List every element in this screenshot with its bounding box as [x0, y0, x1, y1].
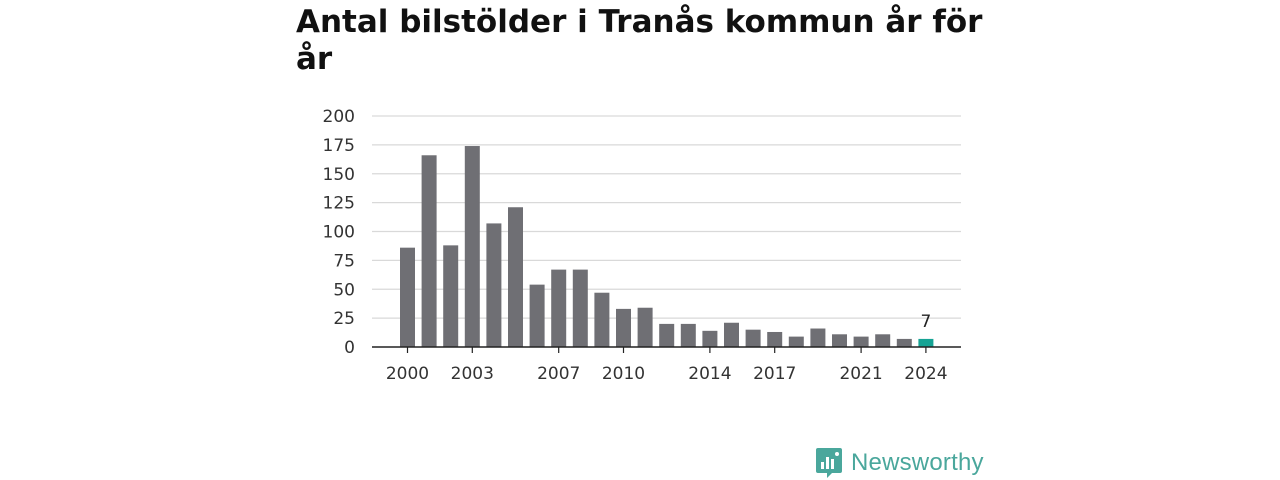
- data-label-2024: 7: [920, 312, 931, 332]
- bar-2019: [810, 328, 826, 347]
- bar-2013: [680, 323, 696, 347]
- bar-2011: [637, 307, 653, 347]
- x-tick-label-2021: 2021: [839, 364, 882, 384]
- x-tick-label-2000: 2000: [386, 364, 429, 384]
- bar-2016: [745, 329, 761, 347]
- gridlines: [372, 115, 961, 319]
- y-tick-label-175: 175: [323, 136, 355, 156]
- x-tick-label-2024: 2024: [904, 364, 947, 384]
- bar-2006: [529, 284, 545, 347]
- bar-2002: [443, 245, 459, 347]
- bar-2020: [832, 334, 847, 347]
- x-tick-label-2003: 2003: [451, 364, 494, 384]
- y-tick-label-50: 50: [333, 280, 355, 300]
- chart-title: Antal bilstölder i Tranås kommun år för …: [296, 4, 983, 77]
- data-labels: 7: [920, 312, 931, 332]
- bar-2000: [400, 247, 415, 347]
- bar-2003: [464, 146, 480, 347]
- bar-2012: [659, 323, 675, 347]
- x-tick-label-2014: 2014: [688, 364, 731, 384]
- y-axis-labels: 0 25 50 75 100 125 150 175 200: [323, 107, 355, 358]
- y-tick-label-125: 125: [323, 194, 355, 214]
- bar-2021: [853, 336, 869, 347]
- bar-2001: [421, 155, 437, 347]
- newsworthy-logo-icon: [816, 448, 842, 478]
- x-axis-ticks: [406, 347, 927, 353]
- x-tick-label-2007: 2007: [537, 364, 580, 384]
- bar-2010: [616, 308, 631, 347]
- bar-2018: [788, 336, 804, 347]
- bar-2014: [702, 330, 718, 347]
- bar-2022: [875, 334, 891, 347]
- bar-2008: [572, 269, 588, 347]
- bar-2009: [594, 292, 610, 347]
- brand-name: Newsworthy: [851, 449, 984, 476]
- bar-2024: [918, 338, 934, 347]
- y-tick-label-75: 75: [333, 251, 355, 271]
- x-tick-label-2017: 2017: [753, 364, 796, 384]
- bar-2023: [896, 338, 912, 347]
- bar-2007: [551, 269, 567, 347]
- bar-2015: [724, 322, 739, 347]
- newsworthy-brand: Newsworthy: [815, 446, 984, 480]
- y-tick-label-25: 25: [333, 309, 355, 329]
- bars: [400, 146, 934, 347]
- x-axis-labels: 2000 2003 2007 2010 2014 2017 2021 2024: [386, 364, 948, 384]
- bar-2005: [508, 207, 523, 347]
- y-tick-label-150: 150: [323, 165, 355, 185]
- y-tick-label-200: 200: [323, 107, 355, 127]
- bar-2004: [486, 223, 502, 347]
- x-tick-label-2010: 2010: [602, 364, 645, 384]
- y-tick-label-100: 100: [323, 223, 355, 243]
- y-tick-label-0: 0: [344, 338, 355, 358]
- bar-2017: [767, 331, 783, 347]
